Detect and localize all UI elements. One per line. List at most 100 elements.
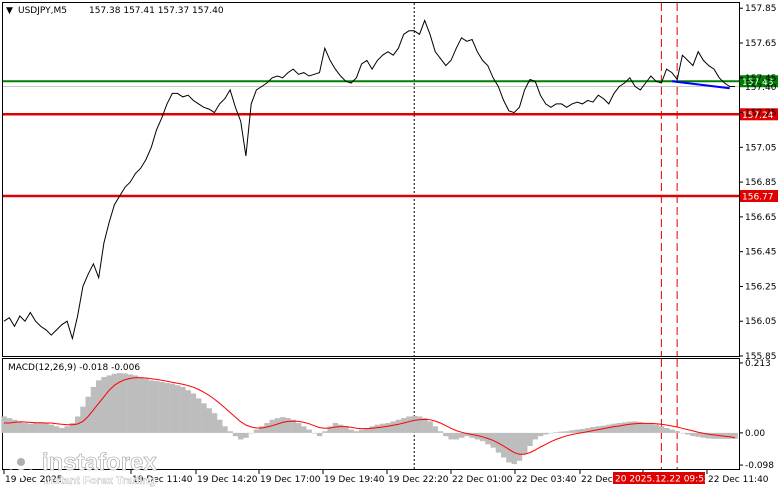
macd-bar: [669, 429, 675, 433]
macd-bar: [332, 423, 339, 433]
price-tick-label: 157.65: [745, 39, 777, 49]
macd-bar: [653, 424, 659, 433]
macd-bar: [674, 431, 680, 433]
macd-signal-line: [4, 377, 736, 455]
price-tick-label: 156.25: [745, 282, 777, 292]
macd-bar: [122, 373, 128, 433]
price-level-lines: 157.43 157.24 156.77 157.40: [3, 75, 778, 203]
macd-bar: [17, 421, 23, 433]
instaforex-logo: instaforex Instant Forex Trading: [8, 445, 158, 487]
macd-bar: [43, 423, 49, 433]
macd-bar: [422, 418, 428, 433]
macd-bar: [611, 423, 617, 433]
macd-bar: [243, 432, 249, 438]
macd-bar: [364, 427, 370, 433]
macd-bar: [600, 425, 607, 433]
macd-bar: [632, 421, 638, 433]
macd-bar: [427, 421, 433, 433]
macd-bar: [664, 427, 670, 433]
macd-bar: [569, 430, 575, 433]
level-label-text: 156.77: [742, 193, 774, 203]
macd-bar: [574, 429, 581, 433]
time-tick-label: 19 Dec 19:40: [324, 475, 385, 485]
macd-bar: [453, 432, 460, 440]
macd-bar: [253, 429, 260, 433]
time-tick-label: 19 Dec 2025: [5, 475, 63, 485]
time-tick-label: 22 Dec 06:20: [581, 475, 642, 485]
macd-bar: [432, 426, 439, 433]
macd-bar: [6, 418, 13, 433]
price-tick-label: 157.85: [745, 4, 777, 14]
macd-bar: [290, 419, 297, 433]
macd-bar: [469, 432, 475, 438]
macd-bar: [238, 432, 244, 440]
macd-bar: [259, 426, 265, 433]
macd-bar: [169, 383, 176, 433]
price-tick-label: 157.45: [745, 74, 777, 84]
macd-bar: [695, 432, 702, 437]
macd-bar: [111, 373, 118, 433]
macd-vertical-markers: [413, 359, 678, 469]
macd-bar: [511, 432, 517, 465]
macd-tick-label: 0.00: [745, 429, 765, 439]
macd-bar: [216, 419, 223, 433]
level-label-box: [740, 190, 778, 203]
time-axis: 19 Dec 2025 19 Dec 11:40 19 Dec 14:20 19 De…: [3, 470, 769, 485]
macd-bar: [679, 432, 686, 434]
macd-bar: [27, 423, 34, 433]
macd-bar: [322, 431, 328, 433]
macd-bar: [327, 426, 333, 433]
macd-bar: [306, 429, 312, 433]
price-tick-label: 155.85: [745, 352, 777, 362]
time-tick-label: 22 Dec 11:40: [708, 475, 769, 485]
macd-bar: [537, 432, 544, 437]
macd-bar: [337, 424, 344, 433]
time-tick-label: 19 Dec 17:00: [260, 475, 321, 485]
macd-bar: [585, 427, 591, 433]
macd-bar: [143, 378, 149, 433]
macd-bar: [159, 381, 165, 433]
macd-bar: [201, 403, 207, 433]
current-price-label: 157.40: [745, 83, 777, 93]
macd-bar: [548, 432, 554, 434]
macd-bar: [85, 396, 91, 433]
macd-bar: [374, 424, 381, 433]
macd-bar: [311, 432, 318, 434]
macd-bar: [53, 426, 60, 433]
macd-bar: [711, 432, 717, 439]
macd-bar: [174, 385, 181, 433]
macd-bar: [11, 419, 18, 433]
macd-bar: [190, 393, 197, 433]
macd-bar: [590, 426, 596, 433]
logo-brand-text: instaforex: [42, 449, 157, 476]
macd-bar: [101, 377, 107, 433]
time-highlight-label: 20 2025.12.22 09:55: [615, 475, 710, 485]
macd-bar: [295, 423, 302, 433]
macd-bar: [416, 416, 423, 433]
macd-bar: [227, 431, 233, 433]
time-tick-label: 22 Dec 01:00: [452, 475, 513, 485]
blue-trend-line: [671, 80, 730, 90]
macd-bar: [195, 398, 202, 433]
macd-bar: [232, 432, 239, 437]
macd-bar: [64, 426, 70, 433]
symbol-dropdown-icon[interactable]: ▼: [6, 6, 13, 16]
macd-bar: [458, 432, 465, 438]
macd-panel-frame: [2, 358, 740, 470]
macd-bar: [443, 432, 449, 437]
macd-bar: [185, 390, 191, 433]
macd-bar: [269, 419, 276, 433]
macd-bar: [437, 431, 444, 433]
logo-mark-icon: [8, 445, 34, 479]
macd-bar: [353, 431, 360, 433]
price-panel-frame: [2, 2, 740, 357]
macd-histogram: [1, 373, 738, 465]
macd-bar: [80, 406, 86, 433]
macd-bar: [380, 423, 386, 433]
macd-bar: [117, 373, 123, 433]
macd-bar: [616, 423, 623, 433]
time-tick-label: 19 Dec 22:20: [388, 475, 449, 485]
price-tick-label: 157.05: [745, 143, 777, 153]
macd-bar: [138, 377, 144, 433]
